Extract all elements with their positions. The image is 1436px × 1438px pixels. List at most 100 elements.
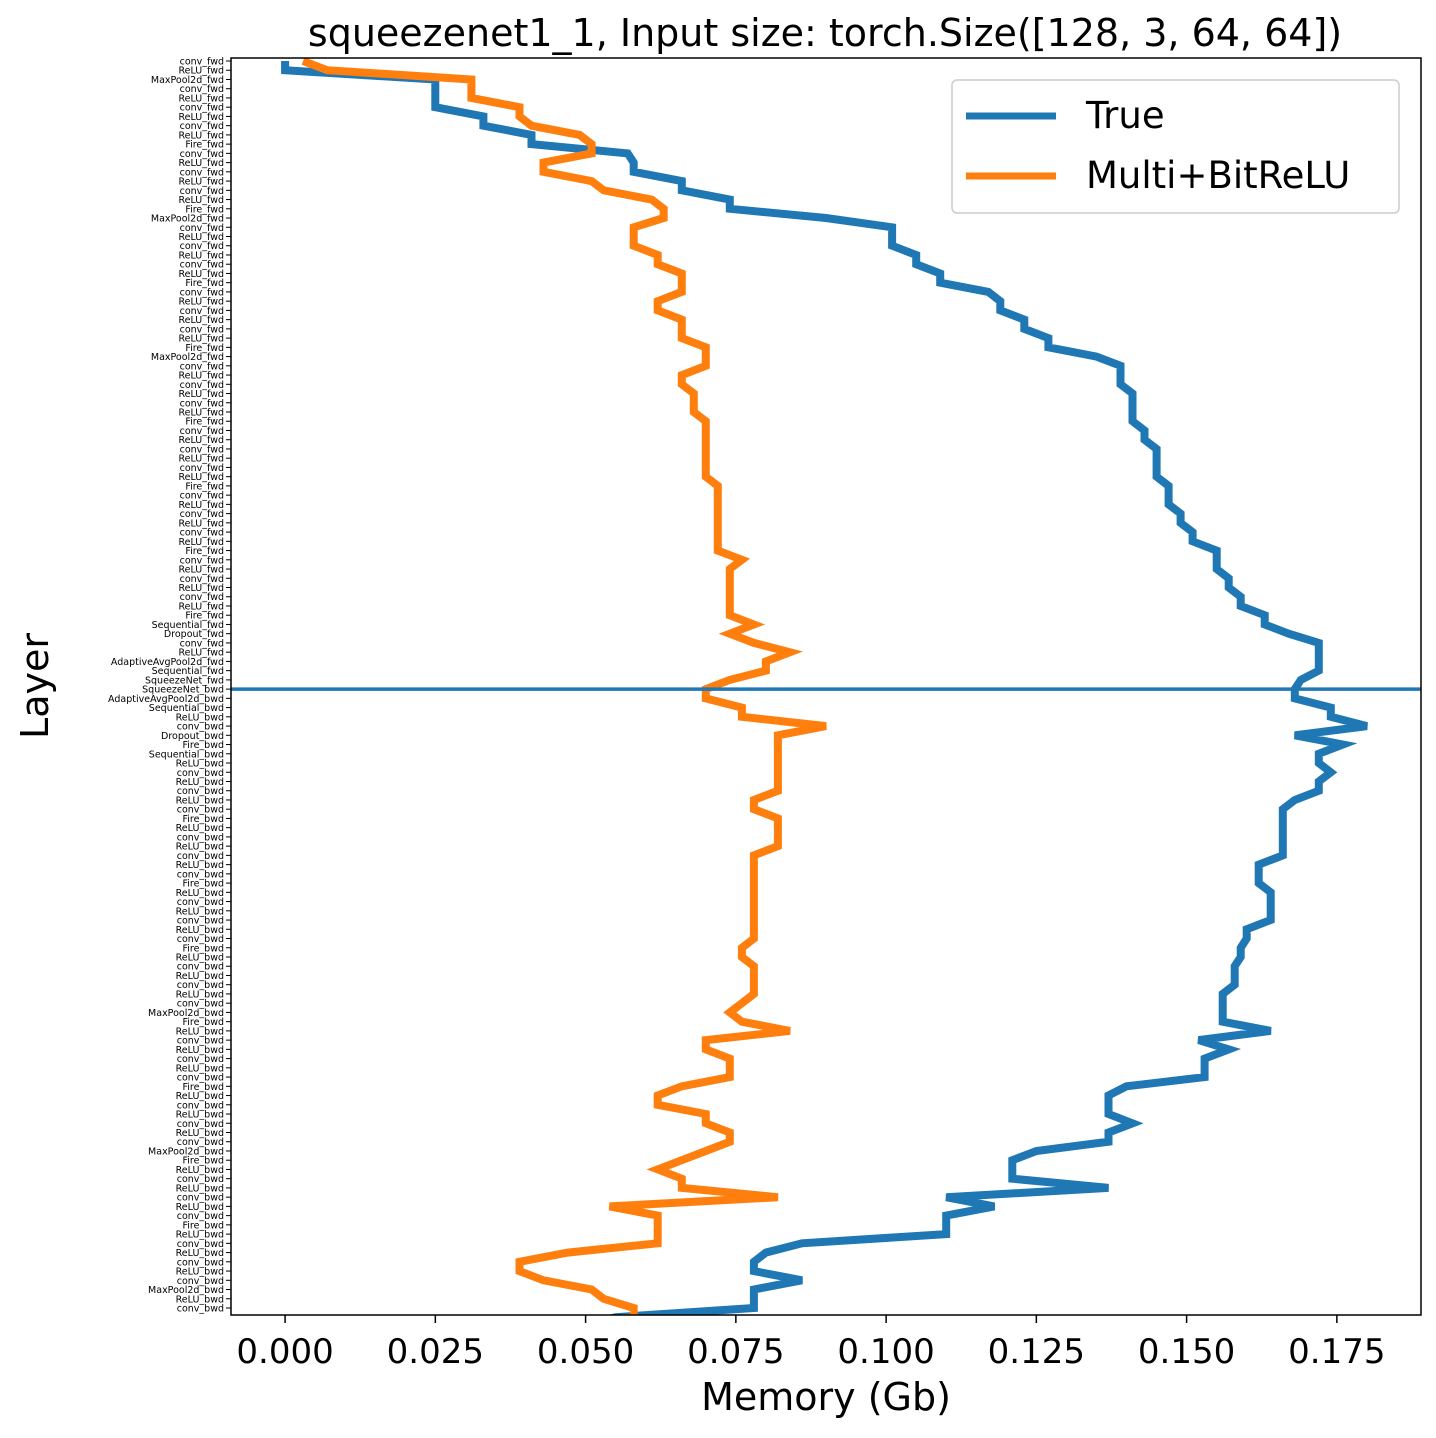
y-tick-label: Fire_fwd [185, 481, 224, 492]
y-tick-label: ReLU_bwd [176, 1248, 224, 1259]
y-tick-label: ReLU_fwd [178, 334, 224, 345]
y-tick-label: ReLU_fwd [178, 565, 224, 576]
legend: True Multi+BitReLU [951, 79, 1400, 214]
legend-box [951, 79, 1400, 214]
y-tick-label: ReLU_fwd [178, 177, 224, 188]
y-tick-label: Sequential_fwd [152, 666, 224, 677]
x-tick-label: 0.000 [236, 1332, 333, 1372]
y-tick-label: Fire_fwd [185, 278, 224, 289]
y-tick-label: Fire_bwd [182, 740, 224, 751]
y-tick-label: conv_bwd [177, 1257, 224, 1268]
y-tick-label: conv_fwd [180, 463, 224, 474]
y-tick-label: conv_bwd [177, 1276, 224, 1287]
y-tick-label: Dropout_bwd [161, 731, 224, 742]
y-tick-label: Fire_fwd [185, 140, 224, 151]
series-line-true [281, 61, 1368, 1315]
y-tick-label: ReLU_bwd [176, 1165, 224, 1176]
y-tick-label: SqueezeNet_bwd [142, 685, 224, 696]
y-tick-label: conv_bwd [177, 805, 224, 816]
y-tick-label: MaxPool2d_fwd [151, 214, 224, 225]
y-tick-label: conv_fwd [180, 324, 224, 335]
legend-label-true: True [1085, 94, 1165, 137]
y-tick-label: Dropout_fwd [164, 629, 224, 640]
y-tick-label: ReLU_bwd [176, 1128, 224, 1139]
y-tick-label: conv_bwd [177, 980, 224, 991]
y-tick-label: ReLU_bwd [176, 1045, 224, 1056]
y-tick-label: ReLU_fwd [178, 250, 224, 261]
y-tick-label: conv_bwd [177, 1137, 224, 1148]
y-tick-label: conv_fwd [180, 103, 224, 114]
y-tick-label: ReLU_bwd [176, 1294, 224, 1305]
y-tick-label: SqueezeNet_fwd [145, 675, 224, 686]
y-axis-label: Layer [13, 633, 57, 739]
y-tick-label: AdaptiveAvgPool2d_fwd [111, 657, 224, 668]
y-tick-label: ReLU_bwd [176, 823, 224, 834]
y-tick-label: ReLU_fwd [178, 269, 224, 280]
y-tick-label: ReLU_fwd [178, 112, 224, 123]
y-tick-label: ReLU_fwd [178, 500, 224, 511]
x-tick-label: 0.025 [387, 1332, 484, 1372]
y-tick-label: conv_fwd [180, 223, 224, 234]
y-tick-label: ReLU_bwd [176, 952, 224, 963]
y-tick-label: Fire_fwd [185, 546, 224, 557]
y-tick-label: conv_bwd [177, 768, 224, 779]
y-tick-label: Sequential_fwd [152, 620, 224, 631]
y-tick-label: Fire_fwd [185, 611, 224, 622]
y-tick-label: conv_bwd [177, 1054, 224, 1065]
y-tick-label: conv_fwd [180, 241, 224, 252]
y-tick-label: conv_fwd [180, 121, 224, 132]
y-tick-label: Fire_fwd [185, 417, 224, 428]
y-tick-label: MaxPool2d_bwd [148, 1285, 224, 1296]
y-tick-label: ReLU_fwd [178, 389, 224, 400]
y-tick-label: ReLU_fwd [178, 158, 224, 169]
y-tick-label: ReLU_fwd [178, 232, 224, 243]
y-tick-label: AdaptiveAvgPool2d_bwd [108, 694, 224, 705]
y-tick-label: conv_fwd [180, 398, 224, 409]
x-axis-label: Memory (Gb) [701, 1375, 951, 1419]
y-tick-label: ReLU_fwd [178, 315, 224, 326]
y-tick-label: ReLU_bwd [176, 1267, 224, 1278]
y-tick-label: conv_fwd [180, 306, 224, 317]
y-tick-label: Sequential_bwd [149, 749, 224, 760]
y-tick-label: conv_bwd [177, 1211, 224, 1222]
y-tick-label: conv_bwd [177, 1174, 224, 1185]
x-tick-label: 0.075 [687, 1332, 784, 1372]
y-tick-label: ReLU_fwd [178, 537, 224, 548]
y-tick-label: ReLU_fwd [178, 648, 224, 659]
y-tick-label: ReLU_bwd [176, 860, 224, 871]
y-tick-label: conv_fwd [180, 287, 224, 298]
y-tick-label: Fire_fwd [185, 204, 224, 215]
y-tick-label: ReLU_bwd [176, 888, 224, 899]
y-tick-label: conv_fwd [180, 149, 224, 160]
y-tick-label: conv_bwd [177, 1036, 224, 1047]
y-tick-label: ReLU_bwd [176, 1202, 224, 1213]
y-tick-label: ReLU_bwd [176, 1091, 224, 1102]
y-tick-label: ReLU_fwd [178, 472, 224, 483]
y-tick-label: conv_bwd [177, 1073, 224, 1084]
y-tick-label: ReLU_fwd [178, 601, 224, 612]
y-tick-label: ReLU_bwd [176, 925, 224, 936]
y-tick-label: conv_bwd [177, 1304, 224, 1315]
y-tick-label: Fire_bwd [182, 943, 224, 954]
y-tick-label: ReLU_bwd [176, 906, 224, 917]
y-tick-label: conv_fwd [180, 491, 224, 502]
y-tick-label: ReLU_bwd [176, 759, 224, 770]
y-tick-label: ReLU_fwd [178, 66, 224, 77]
y-tick-label: conv_fwd [180, 444, 224, 455]
y-tick-label: conv_fwd [180, 260, 224, 271]
y-tick-label: MaxPool2d_fwd [151, 75, 224, 86]
y-tick-label: conv_fwd [180, 592, 224, 603]
y-tick-label: MaxPool2d_fwd [151, 352, 224, 363]
x-tick-label: 0.050 [537, 1332, 634, 1372]
series-line-multi-bitrelu [301, 58, 827, 1315]
y-tick-label: Fire_bwd [182, 879, 224, 890]
y-tick-label: conv_fwd [180, 361, 224, 372]
y-tick-label: ReLU_bwd [176, 1230, 224, 1241]
y-tick-label: conv_bwd [177, 722, 224, 733]
y-tick-label: ReLU_fwd [178, 130, 224, 141]
x-tick-label: 0.125 [988, 1332, 1085, 1372]
y-tick-label: ReLU_fwd [178, 371, 224, 382]
y-tick-label: conv_fwd [180, 426, 224, 437]
y-tick-label: Fire_fwd [185, 343, 224, 354]
